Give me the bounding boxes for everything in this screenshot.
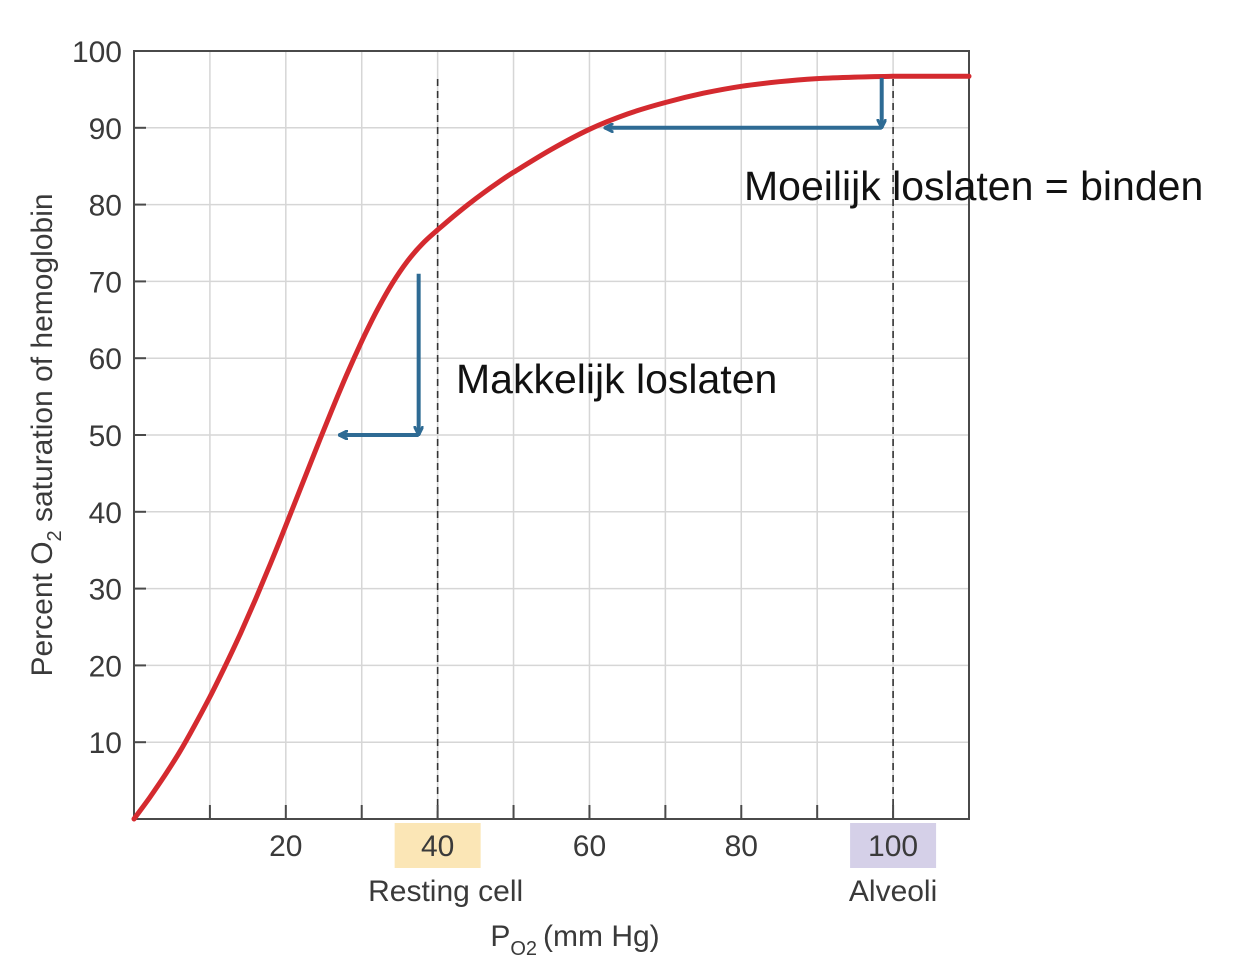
y-axis-label-subscript: 2 [44, 530, 66, 541]
y-axis-label-prefix: Percent O [26, 541, 59, 676]
y-tick-label: 80 [89, 190, 122, 223]
y-tick-label: 30 [89, 574, 122, 607]
y-tick-label: 70 [89, 266, 122, 299]
x-tick-caption: Resting cell [368, 875, 523, 908]
annotation-moeilijk-loslaten: Moeilijk loslaten = binden [744, 163, 1203, 209]
y-tick-label: 90 [89, 113, 122, 146]
x-tick-label: 100 [868, 830, 918, 863]
x-axis-label-main: P [490, 920, 510, 953]
grid [134, 51, 969, 819]
y-tick-label: 40 [89, 497, 122, 530]
annotation-makkelijk-loslaten: Makkelijk loslaten [456, 356, 777, 402]
x-tick-label: 20 [269, 830, 302, 863]
y-tick-label: 60 [89, 343, 122, 376]
saturation-curve [131, 73, 972, 822]
y-tick-label: 100 [72, 36, 122, 69]
x-axis-label: PO2 (mm Hg) [490, 920, 659, 960]
annotation-arrows [339, 77, 882, 435]
y-axis-label-suffix: saturation of hemoglobin [26, 193, 59, 530]
tick-highlight-100 [850, 823, 937, 868]
x-tick-label: 40 [421, 830, 454, 863]
reference-lines [436, 79, 894, 819]
axis-ticks: 20 40 60 80 100 10 20 30 40 50 60 70 80 90 100 Resting … [72, 36, 937, 908]
tick-highlight-layer [394, 823, 937, 868]
x-axis-label-unit: (mm Hg) [543, 920, 660, 953]
tick-highlight-40 [394, 823, 481, 868]
x-tick-caption: Alveoli [849, 875, 937, 908]
x-tick-label: 60 [573, 830, 606, 863]
y-tick-label: 20 [89, 650, 122, 683]
x-axis-label-subscript: O2 [510, 938, 537, 960]
x-tick-label: 80 [725, 830, 758, 863]
y-axis-label: Percent O2 saturation of hemoglobin [26, 193, 66, 676]
y-tick-label: 10 [89, 727, 122, 760]
y-tick-label: 50 [89, 420, 122, 453]
series-layer [131, 73, 972, 822]
